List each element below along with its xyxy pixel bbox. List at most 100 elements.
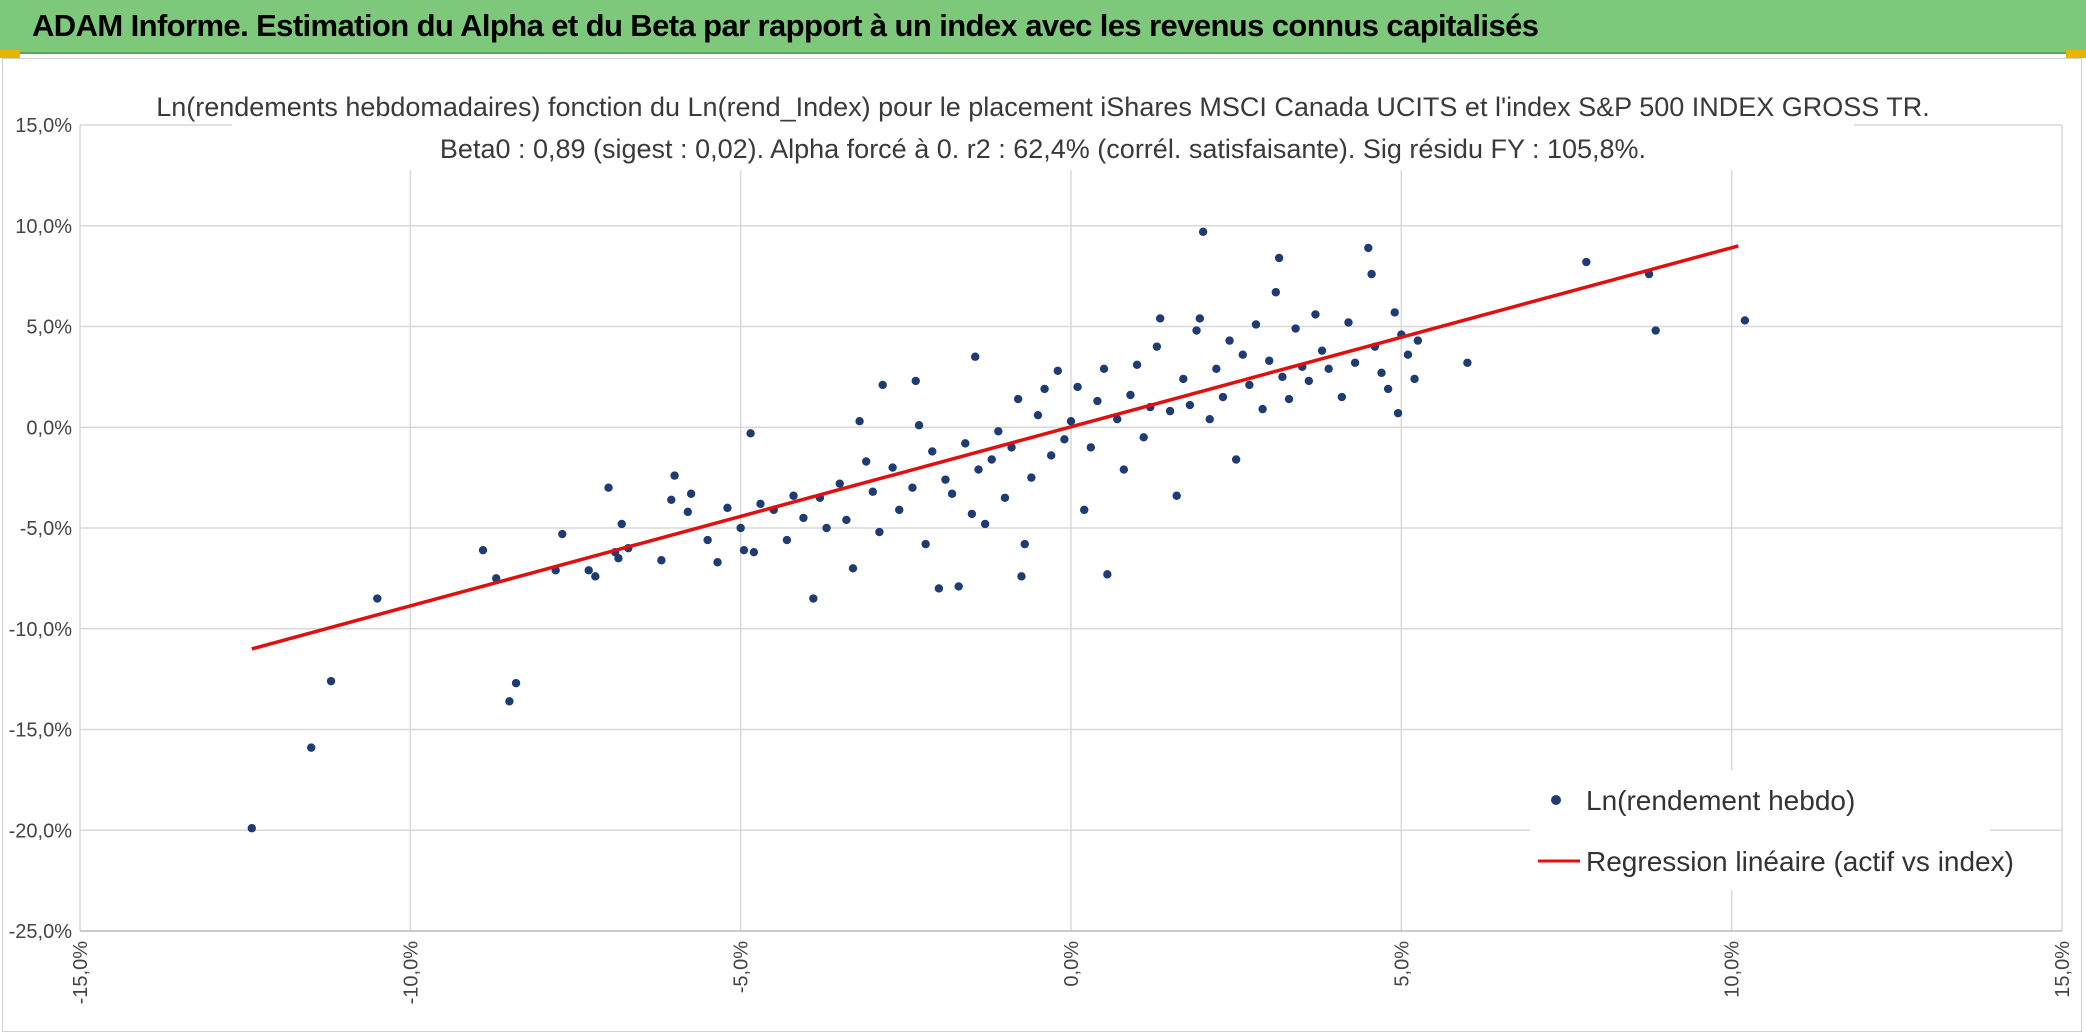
y-tick-label: 5,0% bbox=[26, 317, 72, 339]
data-point bbox=[1086, 443, 1096, 452]
y-tick-label: 0,0% bbox=[26, 417, 72, 439]
data-point bbox=[1066, 417, 1076, 426]
x-tick-label: -5,0% bbox=[731, 941, 753, 993]
data-point bbox=[782, 535, 792, 545]
data-point bbox=[1040, 384, 1049, 394]
data-point bbox=[1155, 314, 1165, 323]
data-point bbox=[1265, 356, 1274, 365]
report-header: ADAM Informe. Estimation du Alpha et du … bbox=[0, 0, 2086, 54]
data-point bbox=[928, 447, 937, 456]
data-point bbox=[1304, 376, 1314, 386]
data-point bbox=[1218, 392, 1228, 402]
data-point bbox=[1377, 368, 1386, 378]
data-point bbox=[855, 417, 864, 426]
data-point bbox=[1198, 227, 1208, 236]
x-tick-label: 15,0% bbox=[2052, 941, 2074, 998]
data-point bbox=[1350, 358, 1360, 367]
data-point bbox=[326, 676, 336, 686]
data-point bbox=[1205, 414, 1214, 424]
data-point bbox=[1017, 572, 1026, 581]
data-point bbox=[967, 509, 977, 519]
corner-marker-left bbox=[0, 50, 20, 58]
data-point bbox=[1231, 455, 1241, 464]
data-point bbox=[1390, 308, 1399, 317]
grid-lines bbox=[79, 124, 2063, 932]
y-tick-label: -5,0% bbox=[20, 518, 72, 540]
legend-background bbox=[1530, 770, 1990, 890]
data-point bbox=[1119, 465, 1129, 474]
data-point bbox=[1251, 320, 1261, 329]
data-point bbox=[861, 457, 871, 466]
x-tick-label: 10,0% bbox=[1722, 941, 1744, 998]
data-point bbox=[1073, 382, 1082, 392]
data-point bbox=[1013, 394, 1023, 404]
data-point bbox=[1410, 374, 1419, 384]
data-point bbox=[809, 594, 818, 603]
data-point bbox=[941, 475, 950, 484]
data-point bbox=[961, 439, 970, 448]
chart-title: Ln(rendements hebdomadaires) fonction du… bbox=[156, 92, 1930, 122]
x-tick-label: -10,0% bbox=[400, 941, 422, 1005]
data-point bbox=[511, 678, 521, 688]
data-point bbox=[1367, 269, 1376, 279]
data-point bbox=[1027, 473, 1036, 482]
chart-frame bbox=[2, 58, 2082, 1032]
data-point bbox=[1383, 384, 1393, 394]
data-point bbox=[934, 584, 944, 593]
data-point bbox=[373, 594, 382, 603]
data-point bbox=[505, 697, 514, 706]
data-point bbox=[1020, 539, 1029, 549]
data-point bbox=[1403, 350, 1413, 359]
data-point bbox=[908, 483, 917, 492]
data-point bbox=[914, 421, 924, 430]
data-point bbox=[799, 513, 808, 523]
data-point bbox=[247, 824, 256, 833]
data-point bbox=[614, 554, 623, 563]
data-point bbox=[670, 471, 679, 480]
data-point bbox=[1192, 326, 1201, 335]
data-point bbox=[558, 529, 567, 539]
data-point bbox=[921, 539, 930, 549]
y-tick-label: 15,0% bbox=[15, 115, 72, 137]
data-point bbox=[895, 505, 904, 515]
data-point bbox=[1393, 408, 1403, 418]
data-point bbox=[980, 519, 990, 529]
data-point bbox=[1152, 342, 1162, 351]
x-axis-ticks: -15,0% -10,0% -5,0% 0,0% 5,0% 10,0% 15,0% bbox=[70, 941, 2074, 1005]
x-tick-label: 0,0% bbox=[1061, 941, 1083, 987]
legend: Ln(rendement hebdo) Regression linéaire … bbox=[1530, 770, 2014, 890]
data-point bbox=[1364, 243, 1373, 253]
x-tick-label: 5,0% bbox=[1391, 941, 1413, 987]
data-point bbox=[1284, 394, 1294, 404]
data-point bbox=[686, 489, 696, 498]
data-point bbox=[1103, 570, 1112, 579]
data-points bbox=[247, 227, 1750, 833]
legend-label-points: Ln(rendement hebdo) bbox=[1586, 785, 1855, 816]
data-point bbox=[1033, 410, 1043, 420]
x-tick-label: -15,0% bbox=[70, 941, 92, 1005]
data-point bbox=[1132, 360, 1142, 369]
data-point bbox=[1238, 350, 1247, 359]
data-point bbox=[739, 545, 749, 555]
data-point bbox=[947, 489, 957, 498]
data-point bbox=[835, 479, 844, 488]
data-point bbox=[1113, 414, 1122, 424]
data-point bbox=[591, 572, 600, 581]
data-point bbox=[848, 564, 858, 573]
data-point bbox=[1344, 318, 1353, 327]
data-point bbox=[1740, 316, 1750, 325]
data-point bbox=[1337, 392, 1347, 402]
data-point bbox=[1060, 435, 1069, 444]
data-point bbox=[1093, 396, 1102, 406]
title-background bbox=[232, 84, 1854, 170]
data-point bbox=[713, 558, 722, 567]
data-point bbox=[723, 503, 732, 513]
data-point bbox=[1311, 310, 1320, 319]
data-point bbox=[987, 455, 996, 464]
data-point bbox=[954, 582, 963, 591]
data-point bbox=[1582, 257, 1591, 267]
data-point bbox=[1179, 374, 1188, 384]
data-point bbox=[1195, 314, 1205, 323]
y-tick-label: -25,0% bbox=[9, 921, 73, 943]
